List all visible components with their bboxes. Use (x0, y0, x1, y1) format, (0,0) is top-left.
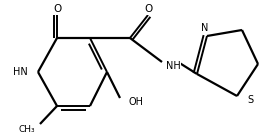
Text: O: O (53, 4, 61, 14)
Text: CH₃: CH₃ (18, 124, 35, 134)
Text: S: S (247, 95, 253, 105)
Text: NH: NH (166, 61, 181, 71)
Text: O: O (144, 4, 152, 14)
Text: HN: HN (13, 67, 28, 77)
Text: OH: OH (128, 97, 143, 107)
Text: N: N (201, 23, 209, 33)
